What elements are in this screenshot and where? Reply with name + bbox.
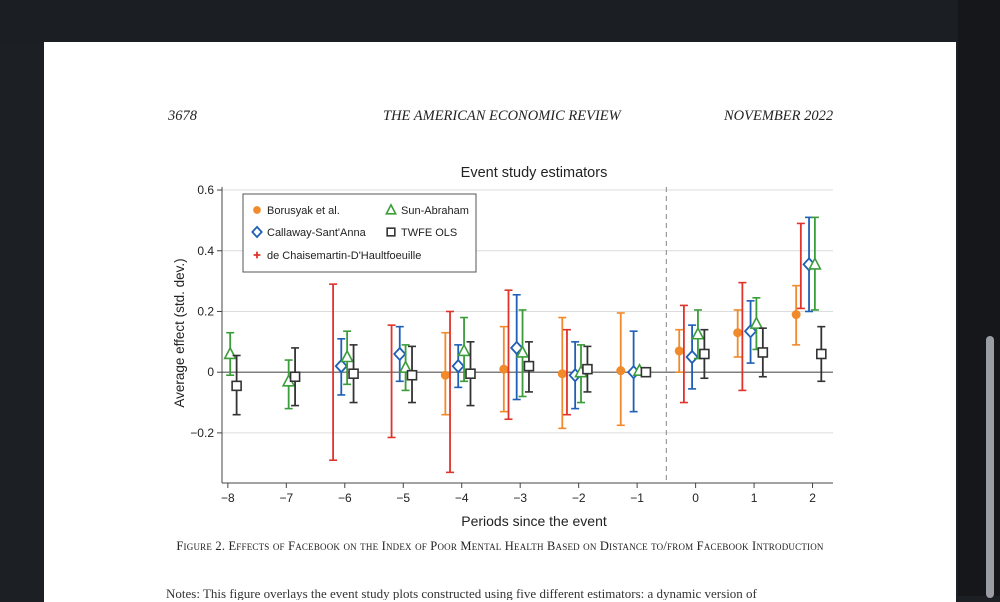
borusyak-et-al-point	[791, 310, 801, 320]
twfe-ols-point	[465, 368, 476, 380]
legend-label: Borusyak et al.	[267, 205, 340, 217]
callaway-sant-anna-point	[451, 358, 465, 374]
x-tick-label: −3	[513, 491, 527, 505]
legend-marker-callaway-sant-anna	[251, 225, 263, 239]
journal-title: THE AMERICAN ECONOMIC REVIEW	[383, 108, 621, 124]
legend-label: Callaway-Sant'Anna	[267, 227, 367, 239]
sun-abraham-point	[808, 256, 822, 270]
x-tick-label: −6	[338, 491, 352, 505]
sun-abraham-point	[340, 349, 354, 363]
sun-abraham-point	[398, 359, 413, 373]
borusyak-et-al-point	[440, 370, 450, 380]
y-axis-label: Average effect (std. dev.)	[172, 258, 187, 407]
y-tick-label: 0.2	[197, 304, 214, 318]
legend-label: de Chaisemartin-D'Haultfoeuille	[267, 250, 421, 262]
x-tick-label: −2	[572, 491, 586, 505]
legend-label: TWFE OLS	[401, 227, 457, 239]
twfe-ols-point	[640, 366, 652, 378]
twfe-ols-point	[582, 363, 593, 375]
viewer-top-bar	[0, 0, 1000, 42]
twfe-ols-point	[406, 369, 418, 381]
sun-abraham-point	[515, 344, 530, 358]
sun-abraham-point	[691, 326, 705, 340]
twfe-ols-point	[816, 348, 827, 360]
twfe-ols-point	[699, 348, 710, 360]
twfe-ols-point	[757, 347, 769, 358]
y-tick-label: 0.4	[197, 244, 214, 258]
page-number: 3678	[168, 108, 197, 124]
data-marks	[223, 216, 827, 474]
x-tick-label: 1	[751, 491, 758, 505]
chart-title: Event study estimators	[461, 165, 608, 181]
issue-date: NOVEMBER 2022	[724, 108, 834, 124]
twfe-ols-point	[348, 368, 359, 380]
x-tick-label: −4	[455, 491, 469, 505]
x-tick-label: −8	[221, 491, 235, 505]
x-tick-label: −7	[279, 491, 293, 505]
axes: −0.2 0 0.2 0.4 0.6 −8 −7 −6 −5 −4 −3 −2 −1 0 1 2	[190, 183, 833, 505]
y-tick-label: 0.6	[197, 183, 214, 197]
legend-marker-twfe-ols	[386, 227, 396, 237]
x-tick-label: −5	[396, 491, 410, 505]
y-tick-label: −0.2	[190, 426, 214, 440]
callaway-sant-anna-point	[685, 349, 699, 365]
legend-marker-borusyak-et-al	[253, 206, 261, 214]
borusyak-et-al-point	[499, 364, 509, 374]
twfe-ols-point	[289, 371, 301, 383]
borusyak-et-al-point	[733, 328, 743, 338]
borusyak-et-al-point	[674, 346, 684, 356]
sun-abraham-point	[457, 343, 471, 357]
borusyak-et-al-point	[557, 369, 567, 379]
scrollbar-thumb[interactable]	[986, 336, 994, 598]
callaway-sant-anna-point	[334, 358, 348, 374]
twfe-ols-point	[523, 360, 535, 372]
callaway-sant-anna-point	[393, 346, 407, 362]
twfe-ols-point	[231, 380, 242, 392]
x-tick-label: −1	[630, 491, 644, 505]
y-tick-label: 0	[207, 365, 214, 379]
x-tick-label: 2	[809, 491, 816, 505]
legend-box	[242, 193, 477, 273]
x-axis-label: Periods since the event	[461, 513, 607, 529]
borusyak-et-al-point	[616, 366, 626, 376]
x-tick-label: 0	[692, 491, 699, 505]
figure-notes: Notes: This figure overlays the event st…	[166, 586, 757, 600]
sun-abraham-point	[223, 346, 238, 360]
legend-label: Sun-Abraham	[401, 205, 469, 217]
document-page	[44, 42, 956, 602]
legend-marker-de-chaisemartin-d-haultfoeuille	[253, 251, 261, 259]
legend-marker-sun-abraham	[385, 203, 397, 215]
sun-abraham-point	[749, 315, 764, 329]
figure-caption: Figure 2. Effects of Facebook on the Ind…	[176, 539, 824, 553]
legend: Borusyak et al. Sun-Abraham Callaway-Sant'…	[242, 193, 477, 273]
